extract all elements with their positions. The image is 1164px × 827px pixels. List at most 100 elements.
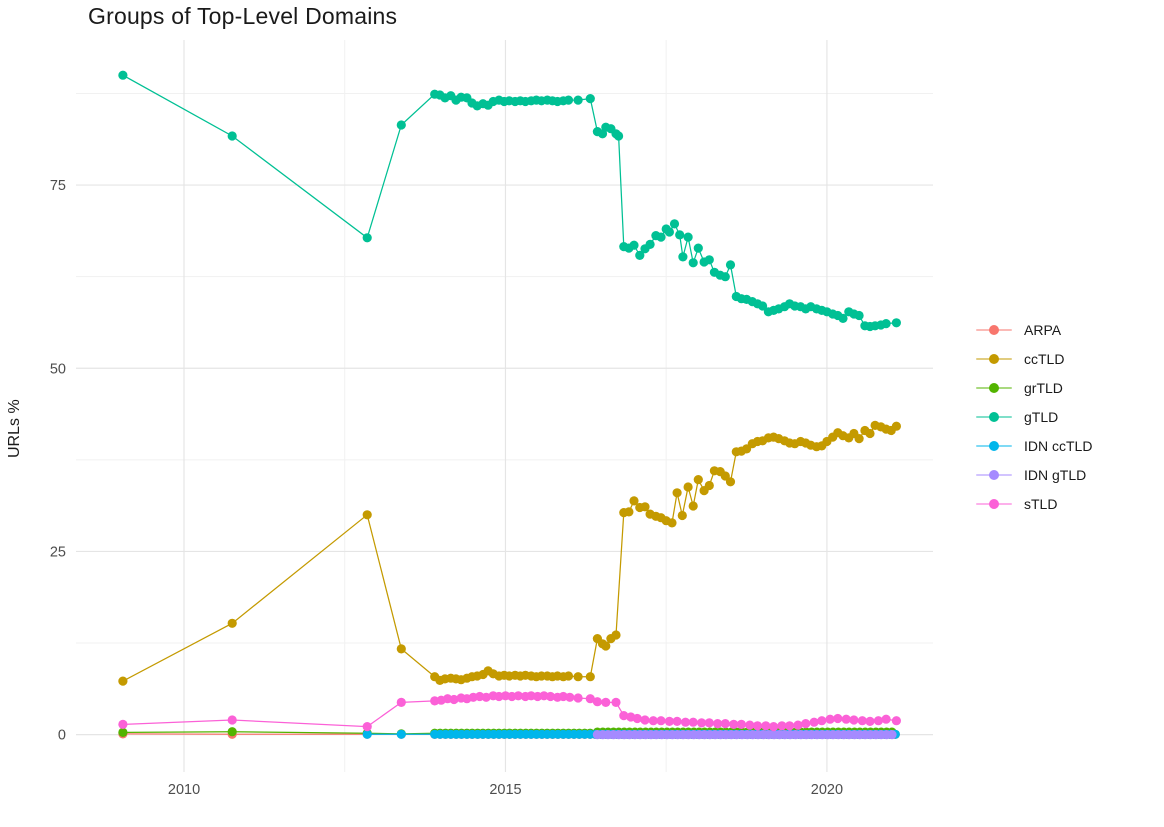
series-idn-gtld <box>592 730 897 740</box>
data-point <box>672 488 682 498</box>
data-point <box>611 697 621 708</box>
y-axis-title: URLs % <box>6 399 23 458</box>
legend-label: sTLD <box>1024 496 1058 512</box>
data-point <box>752 721 763 731</box>
chart-title: Groups of Top-Level Domains <box>88 3 398 29</box>
data-point <box>758 301 768 311</box>
data-point <box>736 719 747 730</box>
legend-key-dot <box>989 383 999 393</box>
y-tick-label: 25 <box>50 544 66 560</box>
data-point <box>669 219 680 229</box>
legend-item-idn-cctld: IDN ccTLD <box>976 436 1092 456</box>
gridlines <box>76 40 933 772</box>
data-point <box>873 716 884 726</box>
data-point <box>585 672 595 682</box>
data-point <box>611 630 621 640</box>
data-point <box>227 715 237 725</box>
data-point <box>720 719 730 729</box>
y-tick-label: 75 <box>50 178 66 194</box>
legend-key-dot <box>989 325 999 335</box>
data-point <box>585 94 595 104</box>
data-point <box>545 691 556 702</box>
data-point <box>729 719 739 730</box>
legend-key-dot <box>989 441 999 451</box>
data-point <box>675 230 685 240</box>
data-point <box>865 716 875 727</box>
data-point <box>118 70 128 80</box>
legend-key-icon <box>976 469 1012 481</box>
data-point <box>118 676 128 686</box>
data-point <box>592 697 603 707</box>
data-point <box>688 501 698 511</box>
data-point <box>648 716 658 726</box>
data-point <box>614 131 624 141</box>
legend-key-dot <box>989 354 999 364</box>
x-tick-label: 2015 <box>489 782 521 798</box>
series-line <box>122 74 897 328</box>
series-cctld <box>118 420 902 686</box>
data-point <box>881 319 891 329</box>
data-point <box>396 644 406 654</box>
data-point <box>362 729 372 739</box>
legend-key-icon <box>976 440 1012 452</box>
data-point <box>704 255 714 265</box>
y-tick-label: 50 <box>50 361 66 377</box>
data-point <box>725 477 736 487</box>
data-point <box>693 475 703 485</box>
legend-item-arpa: ARPA <box>976 320 1092 340</box>
data-point <box>809 717 819 727</box>
legend-key-dot <box>989 470 999 480</box>
legend-item-cctld: ccTLD <box>976 349 1092 369</box>
y-tick-label: 0 <box>58 728 66 744</box>
data-point <box>697 718 707 728</box>
data-point <box>672 716 682 727</box>
data-point <box>713 719 723 729</box>
data-point <box>635 250 645 260</box>
data-point <box>396 697 406 708</box>
data-point <box>891 421 902 431</box>
series-gtld <box>118 70 902 332</box>
data-point <box>720 272 730 282</box>
data-point <box>396 120 406 130</box>
legend-label: ccTLD <box>1024 351 1065 367</box>
data-point <box>704 718 714 728</box>
legend-label: gTLD <box>1024 409 1059 425</box>
legend-item-grtld: grTLD <box>976 378 1092 398</box>
legend-label: grTLD <box>1024 380 1063 396</box>
data-point <box>601 697 611 708</box>
data-point <box>565 692 575 702</box>
data-point <box>624 507 634 517</box>
data-point <box>664 716 675 727</box>
data-point <box>677 510 687 521</box>
data-point <box>632 713 642 724</box>
data-point <box>629 496 639 506</box>
data-point <box>601 641 611 651</box>
data-point <box>573 95 583 105</box>
data-point <box>118 719 128 730</box>
data-point <box>761 721 771 731</box>
data-point <box>683 482 693 492</box>
data-point <box>227 618 237 628</box>
data-point <box>881 714 891 724</box>
data-point <box>645 239 655 249</box>
data-point <box>585 694 595 704</box>
data-point <box>745 720 755 730</box>
data-point <box>854 310 864 321</box>
legend-key-icon <box>976 498 1012 510</box>
legend-key-icon <box>976 382 1012 394</box>
data-point <box>227 727 237 737</box>
data-point <box>563 95 574 105</box>
legend-label: ARPA <box>1024 322 1062 338</box>
data-point <box>362 233 372 243</box>
data-point <box>825 714 835 724</box>
data-point <box>640 502 650 512</box>
legend-key-icon <box>976 324 1012 336</box>
data-point <box>801 719 811 729</box>
data-point <box>656 232 666 242</box>
data-point <box>573 693 583 703</box>
data-point <box>849 715 859 725</box>
legend-key-icon <box>976 353 1012 365</box>
data-point <box>664 227 675 237</box>
